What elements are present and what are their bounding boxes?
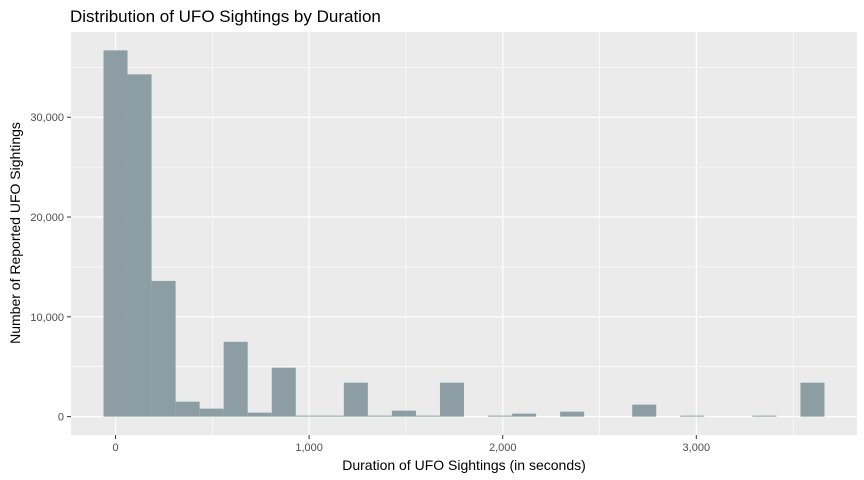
y-axis-title: Number of Reported UFO Sightings xyxy=(7,122,23,344)
x-tick-label: 3,000 xyxy=(683,442,711,454)
plot-panel xyxy=(71,32,857,435)
histogram-bar xyxy=(488,415,513,417)
histogram-bar xyxy=(175,401,200,417)
minor-gridlines xyxy=(71,32,857,435)
y-tick-label: 30,000 xyxy=(30,112,64,124)
y-tick-label: 10,000 xyxy=(30,312,64,324)
histogram-bar xyxy=(103,50,128,417)
major-gridlines xyxy=(71,32,857,435)
histogram-bar xyxy=(271,367,296,417)
chart-title: Distribution of UFO Sightings by Duratio… xyxy=(70,7,381,26)
histogram-bar xyxy=(560,411,585,417)
histogram-bar xyxy=(632,404,657,417)
x-tick-label: 1,000 xyxy=(295,442,323,454)
histogram-bar xyxy=(151,280,176,417)
histogram-bar xyxy=(800,382,825,417)
x-tick-label: 2,000 xyxy=(489,442,517,454)
histogram-bar xyxy=(512,413,537,417)
histogram-bar xyxy=(752,415,777,417)
x-axis-title: Duration of UFO Sightings (in seconds) xyxy=(342,457,586,473)
histogram-bar xyxy=(319,415,344,417)
histogram-bar xyxy=(680,415,705,417)
histogram-bar xyxy=(439,382,464,417)
histogram-bar xyxy=(367,415,392,417)
histogram-bars xyxy=(103,50,825,417)
histogram-bar xyxy=(415,415,440,417)
histogram-bar xyxy=(247,412,272,417)
x-axis-tick-labels: 0 1,000 2,000 3,000 xyxy=(112,442,710,454)
histogram-bar xyxy=(199,408,224,417)
x-tick-label: 0 xyxy=(112,442,118,454)
histogram-bar xyxy=(391,410,416,417)
histogram-bar xyxy=(343,382,368,417)
histogram-bar xyxy=(223,341,248,417)
y-tick-label: 0 xyxy=(58,412,64,424)
histogram-bar xyxy=(127,74,152,417)
axis-tick-marks xyxy=(67,116,697,439)
histogram-bar xyxy=(295,415,320,417)
y-tick-label: 20,000 xyxy=(30,212,64,224)
y-axis-tick-labels: 0 10,000 20,000 30,000 xyxy=(30,112,64,423)
